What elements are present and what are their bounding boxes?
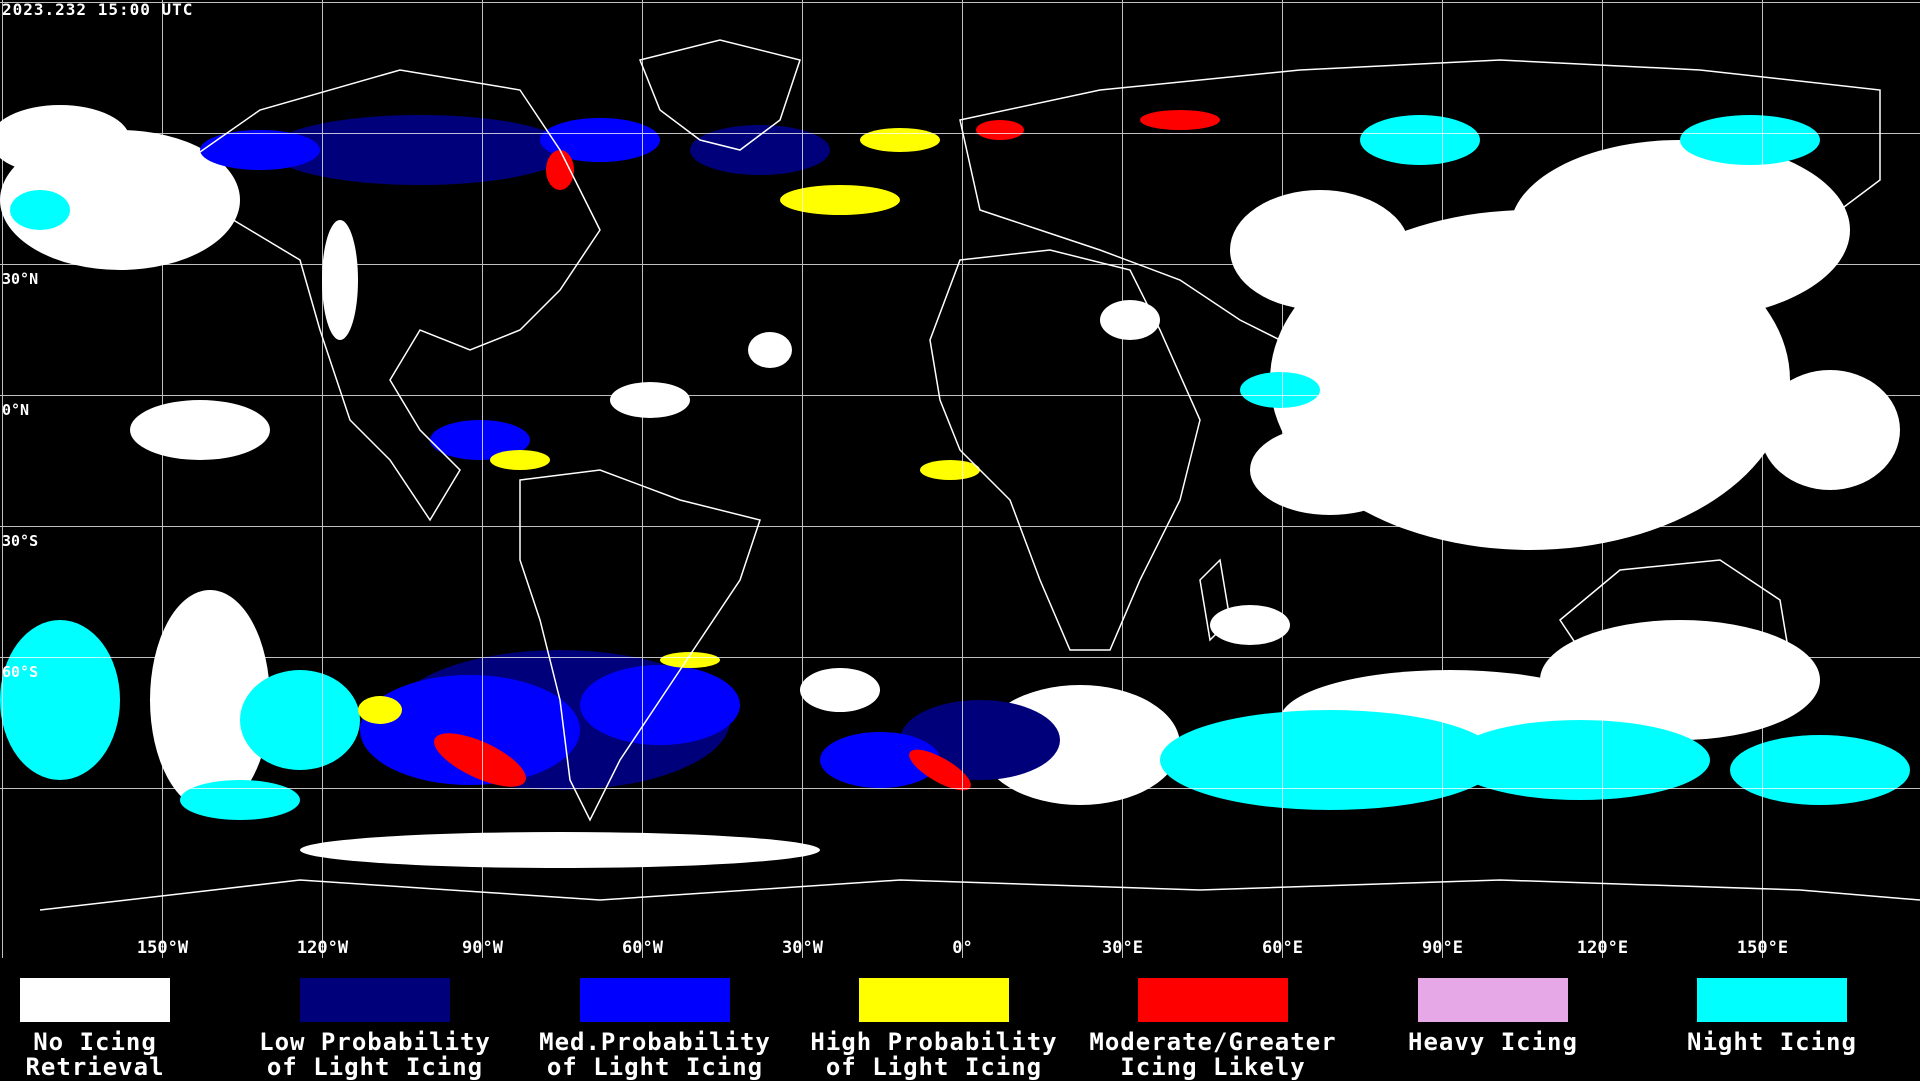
longitude-label: 60°E bbox=[1262, 938, 1303, 958]
legend-item-moderate-greater: Moderate/Greater Icing Likely bbox=[1083, 978, 1343, 1080]
longitude-label: 150°W bbox=[136, 938, 189, 958]
graticule bbox=[0, 0, 1920, 958]
legend-label-line2: of Light Icing bbox=[266, 1053, 484, 1081]
legend-label-line1: High Probability bbox=[810, 1028, 1058, 1056]
med-probability-light-icing-areas bbox=[200, 118, 940, 788]
latitude-label: 30°S bbox=[2, 531, 39, 550]
legend-item-no-icing: No Icing Retrieval bbox=[0, 978, 225, 1080]
legend-swatch bbox=[20, 978, 170, 1022]
legend-label-line1: No Icing bbox=[33, 1028, 157, 1056]
legend-label-line1: Low Probability bbox=[259, 1028, 491, 1056]
legend-label-line2: Icing Likely bbox=[1120, 1053, 1306, 1081]
latitude-label: 30°N bbox=[2, 269, 39, 288]
legend-item-high-probability: High Probability of Light Icing bbox=[804, 978, 1064, 1080]
legend-swatch bbox=[1697, 978, 1847, 1022]
legend-label-line1: Night Icing bbox=[1687, 1028, 1857, 1056]
legend-label-line2: Retrieval bbox=[25, 1053, 165, 1081]
legend-item-med-probability: Med.Probability of Light Icing bbox=[525, 978, 785, 1080]
timestamp-label: 2023.232 15:00 UTC bbox=[2, 0, 194, 19]
latitude-label: 60°S bbox=[2, 662, 39, 681]
legend-item-night-icing: Night Icing bbox=[1642, 978, 1902, 1055]
legend-swatch bbox=[300, 978, 450, 1022]
legend-label-line1: Med.Probability bbox=[539, 1028, 771, 1056]
legend-item-heavy-icing: Heavy Icing bbox=[1363, 978, 1623, 1055]
longitude-label: 90°W bbox=[462, 938, 503, 958]
icing-map bbox=[0, 0, 1920, 958]
legend-label-line2: of Light Icing bbox=[825, 1053, 1043, 1081]
longitude-label: 60°W bbox=[622, 938, 663, 958]
latitude-label: 0°N bbox=[2, 400, 30, 419]
legend-swatch bbox=[1418, 978, 1568, 1022]
moderate-greater-icing-likely-areas bbox=[434, 110, 1220, 791]
longitude-label: 0° bbox=[952, 938, 973, 958]
latitude-label: 60°N bbox=[2, 138, 39, 157]
longitude-label: 150°E bbox=[1736, 938, 1789, 958]
legend-item-low-probability: Low Probability of Light Icing bbox=[245, 978, 505, 1080]
longitude-label: 120°E bbox=[1576, 938, 1629, 958]
legend-swatch bbox=[859, 978, 1009, 1022]
legend-swatch bbox=[580, 978, 730, 1022]
legend-swatch bbox=[1138, 978, 1288, 1022]
longitude-label: 30°W bbox=[782, 938, 823, 958]
night-icing-areas bbox=[0, 115, 1910, 820]
high-probability-light-icing-areas bbox=[358, 128, 980, 724]
longitude-label: 30°E bbox=[1102, 938, 1143, 958]
legend-label-line1: Moderate/Greater bbox=[1089, 1028, 1337, 1056]
legend-label-line1: Heavy Icing bbox=[1408, 1028, 1578, 1056]
legend-label-line2: of Light Icing bbox=[546, 1053, 764, 1081]
coastlines bbox=[39, 39, 1920, 911]
longitude-label: 90°E bbox=[1422, 938, 1463, 958]
longitude-label: 120°W bbox=[296, 938, 349, 958]
legend: No Icing Retrieval Low Probability of Ligh… bbox=[0, 960, 1920, 1080]
